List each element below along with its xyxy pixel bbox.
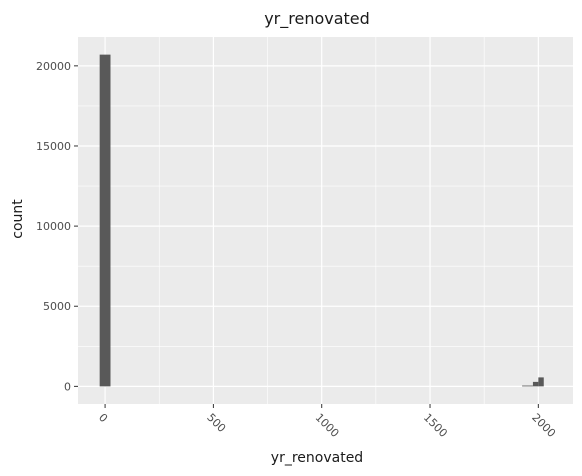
y-axis-title: count xyxy=(10,199,26,239)
minor-gridlines xyxy=(78,37,573,404)
histogram-bar xyxy=(99,54,111,387)
bars xyxy=(99,54,544,387)
chart-title: yr_renovated xyxy=(264,9,370,29)
x-axis-title: yr_renovated xyxy=(271,450,363,466)
y-axis-ticks: 0 5000 10000 15000 20000 xyxy=(36,60,78,393)
histogram-bar xyxy=(532,381,539,387)
y-tick-label: 0 xyxy=(64,380,71,393)
plot-panel xyxy=(78,37,573,404)
y-tick-label: 15000 xyxy=(36,140,71,153)
histogram-bar xyxy=(522,385,533,387)
y-tick-label: 5000 xyxy=(43,300,71,313)
y-tick-label: 20000 xyxy=(36,60,71,73)
y-tick-label: 10000 xyxy=(36,220,71,233)
histogram-bar xyxy=(538,377,544,387)
